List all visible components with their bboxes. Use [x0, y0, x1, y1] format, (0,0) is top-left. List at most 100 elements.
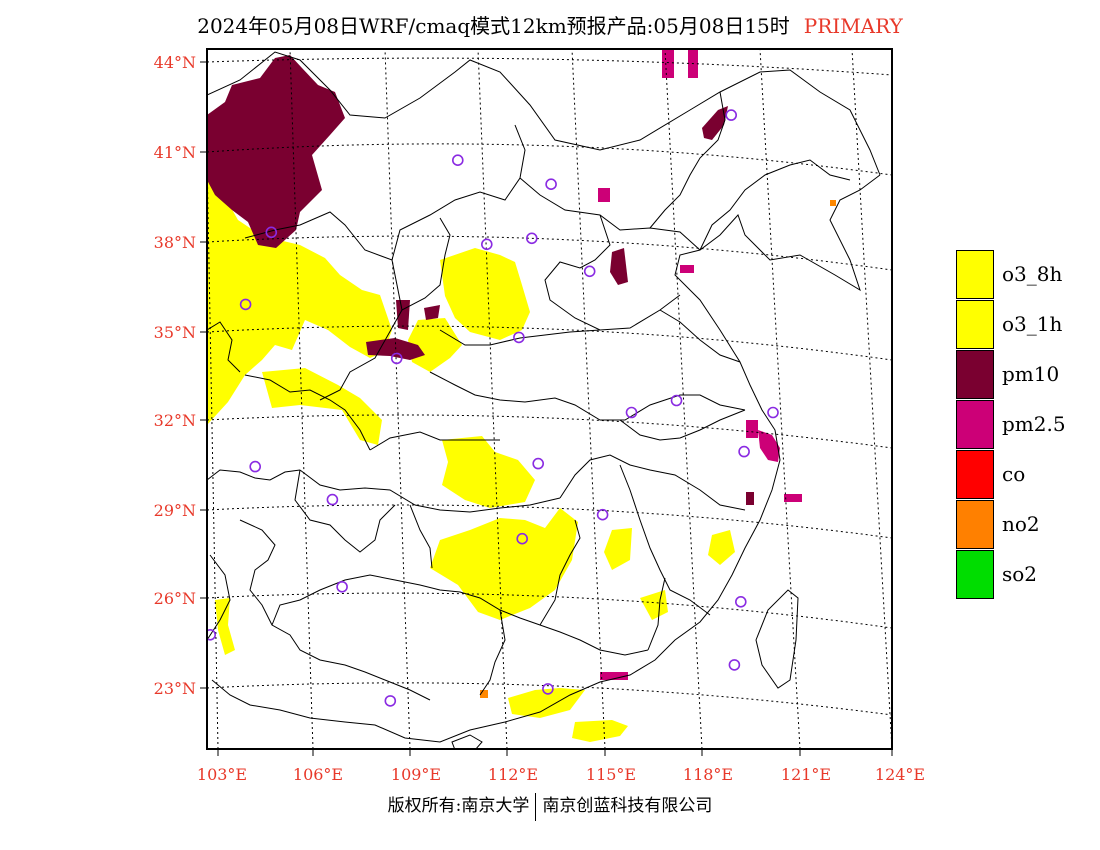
- station-marker: [326, 493, 339, 506]
- copyright-separator: [535, 792, 537, 821]
- station-marker: [480, 238, 493, 251]
- legend-swatch: [956, 449, 994, 499]
- o3-region-shaanxi: [408, 318, 462, 372]
- station-marker: [265, 226, 278, 239]
- station-marker: [249, 460, 261, 473]
- station-marker: [670, 394, 683, 407]
- lon-label-103: 103°E: [197, 765, 247, 784]
- o3-region-fujian: [640, 590, 668, 620]
- outer-boundary-west: [207, 554, 231, 641]
- copyright: 版权所有:南京大学 南京创蓝科技有限公司: [0, 791, 1100, 821]
- legend-item: co: [956, 449, 1096, 499]
- o3-region-gansu: [262, 368, 382, 445]
- map-title: 2024年05月08日WRF/cmaq模式12km预报产品:05月08日15时 P…: [0, 10, 1100, 39]
- station-marker: [390, 352, 403, 365]
- o3-region-south-sea: [572, 720, 628, 742]
- legend-swatch: [956, 499, 994, 549]
- station-marker: [583, 265, 596, 278]
- lat-label-41: 41°N: [154, 143, 196, 162]
- lon-label-118: 118°E: [683, 765, 733, 784]
- station-marker: [532, 457, 545, 470]
- outer-boundary-north: [207, 51, 881, 176]
- station-marker: [734, 595, 747, 608]
- title-tag: PRIMARY: [803, 14, 903, 38]
- station-markers: [207, 109, 779, 707]
- station-marker: [239, 298, 252, 311]
- o3-region-hubei: [442, 436, 535, 508]
- legend-label: o3_1h: [1002, 312, 1063, 336]
- legend-item: no2: [956, 499, 1096, 549]
- axis-ticks: [200, 61, 893, 756]
- legend-item: o3_8h: [956, 249, 1096, 299]
- legend-label: no2: [1002, 512, 1040, 536]
- station-marker: [513, 331, 525, 344]
- station-marker: [596, 508, 609, 521]
- o3-region-yunnan: [215, 598, 235, 655]
- longitude-labels: 103°E 106°E 109°E 112°E 115°E 118°E 121°…: [197, 765, 925, 784]
- legend-item: so2: [956, 549, 1096, 599]
- legend: o3_8h o3_1h pm10 pm2.5 co no2 so2: [956, 249, 1096, 599]
- no2-point-guangzhou: [480, 690, 488, 698]
- o3-region-guangdong: [508, 688, 585, 718]
- o3-region-hunan: [430, 508, 578, 620]
- province-boundaries: [207, 51, 881, 749]
- legend-label: o3_8h: [1002, 262, 1063, 286]
- station-marker: [542, 683, 554, 695]
- station-marker: [207, 629, 216, 641]
- lat-label-44: 44°N: [154, 53, 196, 72]
- pm10-region-hebei: [610, 248, 628, 285]
- latitude-labels: 44°N 41°N 38°N 35°N 32°N 29°N 26°N 23°N: [154, 53, 196, 698]
- legend-swatch: [956, 399, 994, 449]
- legend-item: o3_1h: [956, 299, 1096, 349]
- legend-swatch: [956, 299, 994, 349]
- pm10-region-inner-mongolia: [396, 300, 410, 330]
- legend-label: pm2.5: [1002, 412, 1066, 436]
- lon-label-124: 124°E: [875, 765, 925, 784]
- lon-label-106: 106°E: [293, 765, 343, 784]
- pm10-region-north: [207, 55, 345, 248]
- legend-item: pm10: [956, 349, 1096, 399]
- lat-label-26: 26°N: [154, 589, 196, 608]
- lat-label-38: 38°N: [154, 233, 196, 252]
- station-marker: [728, 659, 741, 671]
- station-marker: [725, 109, 738, 121]
- lon-label-115: 115°E: [586, 765, 636, 784]
- station-marker: [451, 154, 464, 166]
- station-marker: [336, 580, 348, 593]
- coastline-east: [211, 174, 881, 743]
- pm25-region-north: [662, 50, 674, 78]
- legend-item: pm2.5: [956, 399, 1096, 449]
- station-marker: [767, 406, 779, 419]
- station-marker: [516, 532, 529, 545]
- pm25-region-shanghai: [758, 430, 780, 462]
- pm25-region-shandong: [680, 265, 694, 273]
- copyright-owner: 版权所有:南京大学: [387, 796, 530, 816]
- legend-label: co: [1002, 462, 1026, 486]
- pm25-region-zhejiang: [784, 494, 802, 502]
- o3-overlay: [207, 170, 735, 742]
- pm25-region-jiangsu: [746, 420, 758, 438]
- lat-label-32: 32°N: [154, 411, 196, 430]
- legend-label: so2: [1002, 562, 1038, 586]
- no2-point-liaoning: [830, 200, 836, 206]
- station-marker: [625, 406, 638, 419]
- lat-label-23: 23°N: [154, 679, 196, 698]
- lon-label-112: 112°E: [488, 765, 538, 784]
- pm10-overlay: [207, 55, 754, 505]
- station-marker: [384, 695, 397, 707]
- copyright-company: 南京创蓝科技有限公司: [542, 796, 713, 816]
- o3-region-jiangxi: [604, 528, 632, 570]
- pm25-region-beijing: [598, 188, 610, 202]
- lon-label-121: 121°E: [781, 765, 831, 784]
- station-marker: [525, 232, 538, 245]
- pm10-region-shaanxi-north: [424, 305, 440, 320]
- legend-swatch: [956, 549, 994, 599]
- hainan-coast: [451, 734, 483, 749]
- lat-label-29: 29°N: [154, 501, 196, 520]
- lat-label-35: 35°N: [154, 323, 196, 342]
- station-marker: [738, 445, 750, 458]
- legend-swatch: [956, 249, 994, 299]
- taiwan-coast: [755, 589, 799, 689]
- pm25-overlay: [598, 50, 802, 680]
